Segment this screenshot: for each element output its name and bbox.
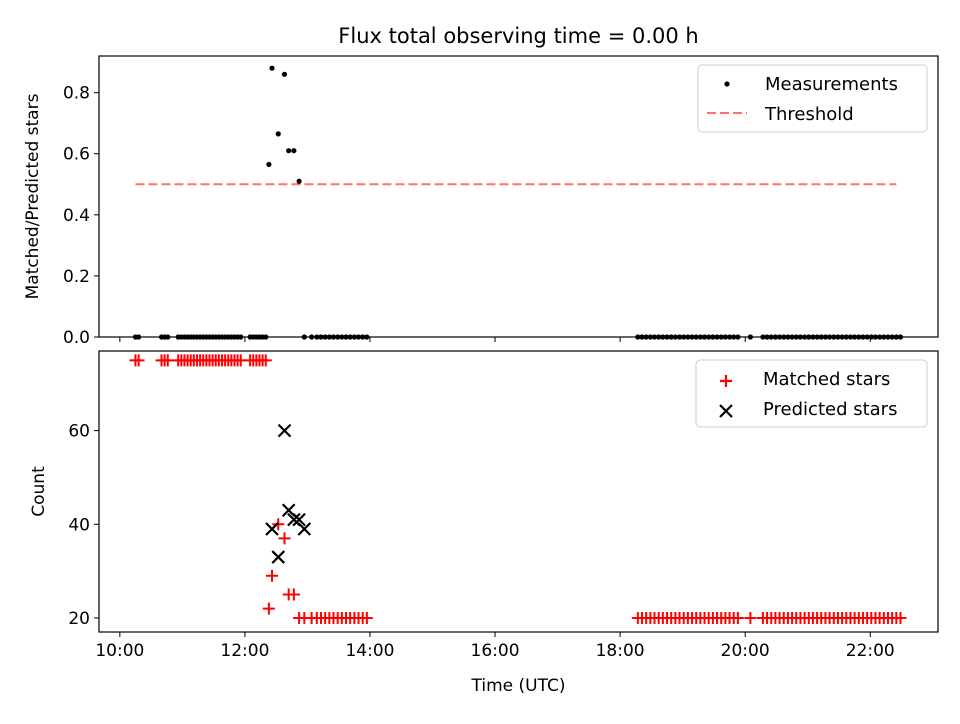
matched-star-point xyxy=(287,588,300,601)
top-legend: Measurements Threshold xyxy=(697,64,928,133)
bottom-plot-area xyxy=(129,354,907,624)
legend-measurements-marker xyxy=(724,81,730,87)
matched-star-point xyxy=(744,611,757,624)
predicted-star-point xyxy=(271,550,286,564)
bottom-x-tick-label: 22:00 xyxy=(846,641,895,661)
bottom-x-tick-label: 14:00 xyxy=(345,641,394,661)
matched-star-point xyxy=(161,354,174,367)
measurement-point xyxy=(269,65,275,71)
bottom-x-tick-label: 18:00 xyxy=(596,641,645,661)
legend-measurements-label: Measurements xyxy=(765,74,898,95)
bottom-x-tick-label: 10:00 xyxy=(95,641,144,661)
matched-star-point xyxy=(894,611,907,624)
top-y-tick-label: 0.2 xyxy=(63,267,90,287)
measurement-point xyxy=(296,178,302,184)
matched-star-point xyxy=(266,569,279,582)
top-legend-box xyxy=(697,64,928,133)
top-y-axis-label: Matched/Predicted stars xyxy=(23,93,43,299)
bottom-x-tick-label: 12:00 xyxy=(220,641,269,661)
predicted-star-point xyxy=(265,522,279,536)
top-chart-title: Flux total observing time = 0.00 h xyxy=(338,24,698,48)
bottom-x-axis: 10:00 12:00 14:00 16:00 18:00 20:00 22:00 xyxy=(95,632,895,661)
predicted-star-point xyxy=(277,423,292,438)
measurement-point xyxy=(286,148,292,154)
matched-star-point xyxy=(259,354,272,367)
legend-threshold-label: Threshold xyxy=(764,104,854,125)
matched-star-point xyxy=(132,354,145,367)
matched-star-point xyxy=(272,518,285,531)
measurement-point xyxy=(281,71,288,77)
bottom-x-axis-label: Time (UTC) xyxy=(471,676,566,696)
predicted-star-point xyxy=(292,512,306,527)
bottom-y-axis: 20 40 60 xyxy=(68,422,99,629)
legend-matched-marker xyxy=(720,375,732,387)
matched-star-point xyxy=(278,532,291,545)
measurement-point xyxy=(275,131,281,137)
bottom-y-tick-label: 60 xyxy=(68,422,90,442)
top-y-tick-label: 0.4 xyxy=(63,206,90,226)
top-plot-frame xyxy=(98,55,939,338)
top-y-tick-label: 0.6 xyxy=(63,145,90,165)
measurement-point xyxy=(291,148,297,154)
bottom-x-tick-label: 20:00 xyxy=(721,641,770,661)
legend-predicted-label: Predicted stars xyxy=(763,399,897,420)
predicted-star-point xyxy=(297,522,312,536)
bottom-legend: Matched stars Predicted stars xyxy=(695,359,928,428)
bottom-legend-box xyxy=(695,359,928,428)
matched-star-point xyxy=(731,611,744,624)
bottom-y-tick-label: 20 xyxy=(68,609,90,629)
bottom-x-tick-label: 16:00 xyxy=(471,641,520,661)
top-y-tick-label: 0.0 xyxy=(63,328,90,348)
measurement-point xyxy=(266,161,272,168)
bottom-y-tick-label: 40 xyxy=(68,515,90,535)
bottom-y-axis-label: Count xyxy=(29,466,49,517)
top-y-tick-label: 0.8 xyxy=(63,84,90,104)
top-x-axis xyxy=(119,337,871,342)
top-y-axis: 0.0 0.2 0.4 0.6 0.8 xyxy=(63,84,99,348)
legend-matched-label: Matched stars xyxy=(763,369,890,390)
legend-predicted-marker xyxy=(719,404,733,418)
bottom-plot-frame xyxy=(98,350,939,633)
matched-star-point xyxy=(360,611,373,624)
matched-star-point xyxy=(262,602,275,615)
